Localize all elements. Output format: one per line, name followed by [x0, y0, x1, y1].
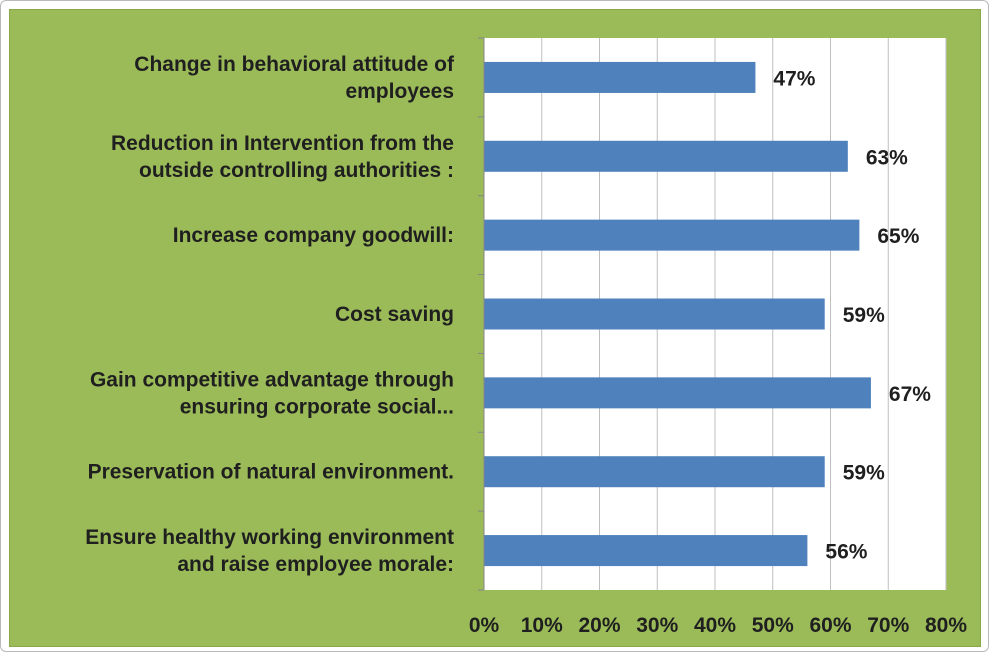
- x-tick-label: 10%: [521, 614, 563, 637]
- bar: [484, 140, 848, 172]
- category-label: Gain competitive advantage through: [90, 368, 454, 391]
- x-tick-label: 20%: [578, 614, 620, 637]
- category-label: Preservation of natural environment.: [88, 461, 454, 484]
- bar: [484, 61, 756, 93]
- bar: [484, 298, 825, 330]
- data-label: 63%: [866, 146, 908, 169]
- category-label: ensuring corporate social...: [180, 395, 454, 418]
- data-label: 56%: [825, 541, 867, 564]
- axes: [478, 37, 485, 591]
- x-tick-label: 40%: [694, 614, 736, 637]
- x-tick-label: 50%: [752, 614, 794, 637]
- category-label: employees: [345, 80, 454, 103]
- x-tick-label: 30%: [636, 614, 678, 637]
- category-label: Cost saving: [335, 303, 454, 326]
- data-label: 59%: [843, 462, 885, 485]
- data-label: 67%: [889, 383, 931, 406]
- x-tick-label: 60%: [809, 614, 851, 637]
- bars: [484, 61, 871, 567]
- data-label: 59%: [843, 304, 885, 327]
- category-label: Change in behavioral attitude of: [134, 53, 455, 76]
- category-label: outside controlling authorities :: [139, 159, 454, 182]
- labels: 0% 10% 20% 30% 40% 50% 60% 70% 80% 47% Change in b…: [85, 53, 967, 637]
- bar: [484, 456, 825, 488]
- category-label: and raise employee morale:: [177, 553, 454, 576]
- bar: [484, 377, 871, 409]
- category-label: Increase company goodwill:: [173, 224, 454, 247]
- x-tick-label: 70%: [867, 614, 909, 637]
- category-label: Ensure healthy working environment: [85, 526, 454, 549]
- bar: [484, 535, 808, 567]
- x-tick-label: 0%: [469, 614, 500, 637]
- bar: [484, 219, 860, 251]
- data-label: 65%: [877, 225, 919, 248]
- x-tick-label: 80%: [925, 614, 967, 637]
- data-label: 47%: [773, 67, 815, 90]
- category-label: Reduction in Intervention from the: [111, 132, 454, 155]
